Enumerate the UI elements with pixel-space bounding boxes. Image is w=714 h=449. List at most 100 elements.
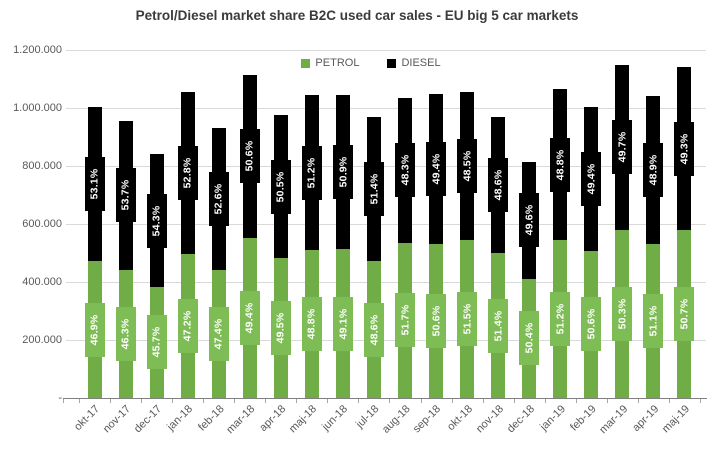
x-axis-tick: [389, 399, 391, 403]
x-axis-line: [63, 398, 707, 399]
diesel-value-label: 50.5%: [270, 159, 291, 214]
petrol-value-label: 50.4%: [519, 311, 540, 366]
petrol-value-label: 48.8%: [301, 297, 322, 352]
petrol-value-label: 51.2%: [550, 291, 571, 346]
diesel-value-label: 51.2%: [301, 145, 322, 200]
gridline: [66, 108, 706, 109]
x-axis-tick: [513, 399, 515, 403]
petrol-value-label: 46.3%: [115, 306, 136, 361]
gridline: [66, 224, 706, 225]
x-axis-label: sep-18: [411, 403, 444, 436]
diesel-value-label: 49.3%: [674, 121, 695, 176]
gridline: [66, 282, 706, 283]
diesel-value-label: 54.3%: [146, 193, 167, 248]
petrol-value-label: 49.5%: [270, 301, 291, 356]
x-axis-tick: [544, 399, 546, 403]
x-axis-label: jul-18: [353, 403, 382, 431]
x-axis-tick: [141, 399, 143, 403]
x-axis-label: feb-18: [195, 403, 227, 434]
x-axis-tick: [296, 399, 298, 403]
y-axis-label: 1.000.000: [13, 102, 62, 114]
y-axis-label: 600.000: [22, 218, 62, 230]
x-axis-label: jan-19: [537, 403, 568, 434]
y-axis-label: 400.000: [22, 276, 62, 288]
x-axis-label: mar-19: [596, 403, 630, 437]
x-axis-label: apr-18: [257, 403, 289, 434]
x-axis-tick: [63, 399, 64, 403]
x-axis-label: apr-19: [629, 403, 661, 434]
y-axis-label: 200.000: [22, 334, 62, 346]
diesel-legend-label: DIESEL: [401, 57, 441, 69]
petrol-value-label: 46.9%: [84, 302, 105, 357]
legend-item-diesel: DIESEL: [387, 57, 441, 69]
y-axis-label: -: [58, 392, 62, 404]
x-axis-tick: [637, 399, 639, 403]
x-axis-tick: [482, 399, 484, 403]
x-axis-label: dec-18: [504, 403, 537, 436]
x-axis-label: maj-18: [287, 403, 320, 436]
x-axis-label: jan-18: [165, 403, 196, 434]
x-axis-tick: [699, 399, 701, 403]
x-axis-label: dec-17: [131, 403, 165, 436]
y-axis-label: 800.000: [22, 160, 62, 172]
petrol-value-label: 49.4%: [239, 291, 260, 346]
chart-title: Petrol/Diesel market share B2C used car …: [135, 8, 579, 23]
diesel-value-label: 48.6%: [488, 158, 509, 213]
petrol-value-label: 45.7%: [146, 315, 167, 370]
x-axis-tick: [358, 399, 360, 403]
x-axis-label: maj-19: [659, 403, 692, 436]
x-axis-label: mar-18: [224, 403, 258, 437]
petrol-value-label: 51.7%: [395, 293, 415, 348]
x-axis-label: nov-17: [100, 403, 134, 436]
gridline: [66, 340, 706, 341]
diesel-value-label: 48.3%: [395, 143, 415, 198]
diesel-value-label: 49.7%: [612, 120, 633, 175]
petrol-swatch-icon: [301, 58, 311, 68]
diesel-value-label: 51.4%: [363, 161, 384, 216]
petrol-value-label: 50.6%: [426, 293, 447, 348]
petrol-value-label: 51.1%: [643, 293, 664, 348]
x-axis-label: jun-18: [320, 403, 351, 434]
legend-item-petrol: PETROL: [301, 57, 359, 69]
diesel-value-label: 48.8%: [550, 137, 571, 192]
x-axis-tick: [327, 399, 329, 403]
chart-legend: PETROL DIESEL: [14, 57, 714, 69]
diesel-value-label: 52.6%: [208, 172, 229, 227]
x-axis-tick: [234, 399, 236, 403]
diesel-swatch-icon: [387, 58, 397, 68]
x-axis-tick: [78, 399, 80, 403]
petrol-value-label: 50.3%: [612, 287, 633, 342]
petrol-value-label: 47.4%: [208, 307, 229, 362]
x-axis-tick: [606, 399, 608, 403]
x-axis-label: okt-18: [444, 403, 475, 434]
x-axis-tick: [203, 399, 205, 403]
gridline: [66, 50, 706, 51]
petrol-value-label: 51.4%: [488, 298, 509, 353]
diesel-value-label: 52.8%: [177, 145, 198, 200]
petrol-value-label: 48.6%: [363, 302, 384, 357]
petrol-value-label: 50.7%: [674, 287, 695, 342]
petrol-legend-label: PETROL: [315, 57, 360, 69]
diesel-value-label: 49.6%: [519, 193, 540, 248]
diesel-value-label: 48.5%: [457, 139, 478, 194]
diesel-value-label: 53.1%: [84, 156, 105, 211]
x-axis-label: feb-19: [568, 403, 599, 434]
x-axis-tick: [575, 399, 577, 403]
x-axis-tick: [265, 399, 267, 403]
diesel-value-label: 49.4%: [426, 141, 447, 196]
petrol-value-label: 47.2%: [177, 298, 198, 353]
diesel-value-label: 50.6%: [239, 129, 260, 184]
x-axis-label: nov-18: [473, 403, 506, 436]
x-axis-tick: [420, 399, 422, 403]
diesel-value-label: 48.9%: [643, 143, 664, 198]
x-axis-tick: [451, 399, 453, 403]
petrol-value-label: 49.1%: [332, 296, 353, 351]
x-axis-tick: [668, 399, 670, 403]
petrol-value-label: 51.5%: [457, 292, 478, 347]
x-axis-label: okt-17: [71, 403, 102, 434]
x-axis-tick: [110, 399, 112, 403]
y-axis-label: 1.200.000: [13, 44, 62, 56]
diesel-value-label: 49.4%: [581, 151, 602, 206]
diesel-value-label: 53.7%: [115, 168, 136, 223]
